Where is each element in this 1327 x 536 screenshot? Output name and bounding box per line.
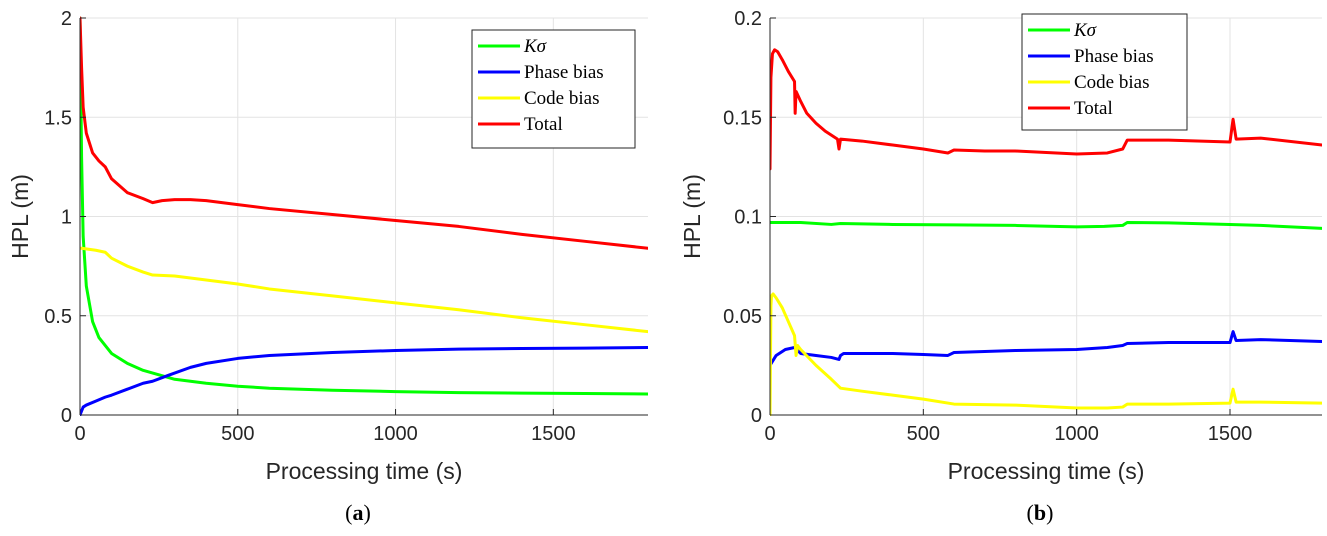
chart-b-series-0-line <box>770 220 1322 230</box>
panel-a: 0 500 1000 1500 0 0.5 1 1.5 2 Processing time (s)… <box>7 8 648 525</box>
chart-b-y-tick-label-0: 0 <box>751 405 762 427</box>
chart-b-legend-label-0: Kσ <box>1073 20 1097 41</box>
chart-b-x-tick-label-2: 1000 <box>1054 423 1099 445</box>
chart-b-legend-label-2: Code bias <box>1074 72 1149 93</box>
chart-b-caption: (b) <box>1027 500 1054 525</box>
chart-a-legend-label-0: Kσ <box>523 36 547 57</box>
chart-b-legend-label-3: Total <box>1074 98 1113 119</box>
chart-a-y-axis-label: HPL (m) <box>7 174 33 259</box>
panel-b: 0 500 1000 1500 0 0.05 0.1 0.15 0.2 Processing ti… <box>679 8 1322 525</box>
chart-a-x-tick-label-3: 1500 <box>531 423 576 445</box>
chart-b-series-2-line <box>770 292 1322 416</box>
chart-a-y-tick-label-1: 0.5 <box>44 306 72 328</box>
chart-b-y-tick-label-4: 0.2 <box>734 8 762 30</box>
chart-b-series-3-line <box>770 48 1322 171</box>
chart-a-x-tick-label-2: 1000 <box>373 423 418 445</box>
chart-a-y-tick-label-4: 2 <box>61 8 72 30</box>
chart-b-x-tick-label-0: 0 <box>764 423 775 445</box>
chart-a-series-0-line <box>80 16 648 396</box>
chart-a-series-3-line <box>80 16 648 250</box>
chart-a-legend: Kσ Phase bias Code bias Total <box>471 29 636 149</box>
chart-b-x-axis-label: Processing time (s) <box>948 458 1145 484</box>
chart-b-x-tick-label-1: 500 <box>907 423 940 445</box>
chart-b-y-tick-label-1: 0.05 <box>723 306 762 328</box>
chart-b-legend: Kσ Phase bias Code bias Total <box>1021 13 1188 131</box>
chart-a-x-tick-label-1: 500 <box>221 423 254 445</box>
chart-a-caption: (a) <box>345 500 371 525</box>
chart-a-series-1-line <box>80 346 648 416</box>
chart-a-legend-label-2: Code bias <box>524 88 599 109</box>
chart-b-y-tick-label-2: 0.1 <box>734 207 762 229</box>
chart-a-x-tick-label-0: 0 <box>74 423 85 445</box>
chart-b-x-tick-label-3: 1500 <box>1208 423 1253 445</box>
chart-b-series-group <box>770 48 1322 416</box>
chart-a-legend-label-1: Phase bias <box>524 62 604 83</box>
chart-a-y-tick-label-2: 1 <box>61 207 72 229</box>
chart-a-legend-label-3: Total <box>524 114 563 135</box>
chart-b-legend-label-1: Phase bias <box>1074 46 1154 67</box>
chart-b-legend-box <box>1021 13 1188 131</box>
chart-a-x-axis-label: Processing time (s) <box>266 458 463 484</box>
chart-a-series-2-line <box>80 246 648 334</box>
chart-a-series-group <box>80 16 648 416</box>
chart-a-y-tick-label-0: 0 <box>61 405 72 427</box>
chart-a-legend-box <box>471 29 636 149</box>
chart-b-y-tick-label-3: 0.15 <box>723 107 762 129</box>
chart-b-y-axis-label: HPL (m) <box>679 174 705 259</box>
chart-a-y-tick-label-3: 1.5 <box>44 107 72 129</box>
